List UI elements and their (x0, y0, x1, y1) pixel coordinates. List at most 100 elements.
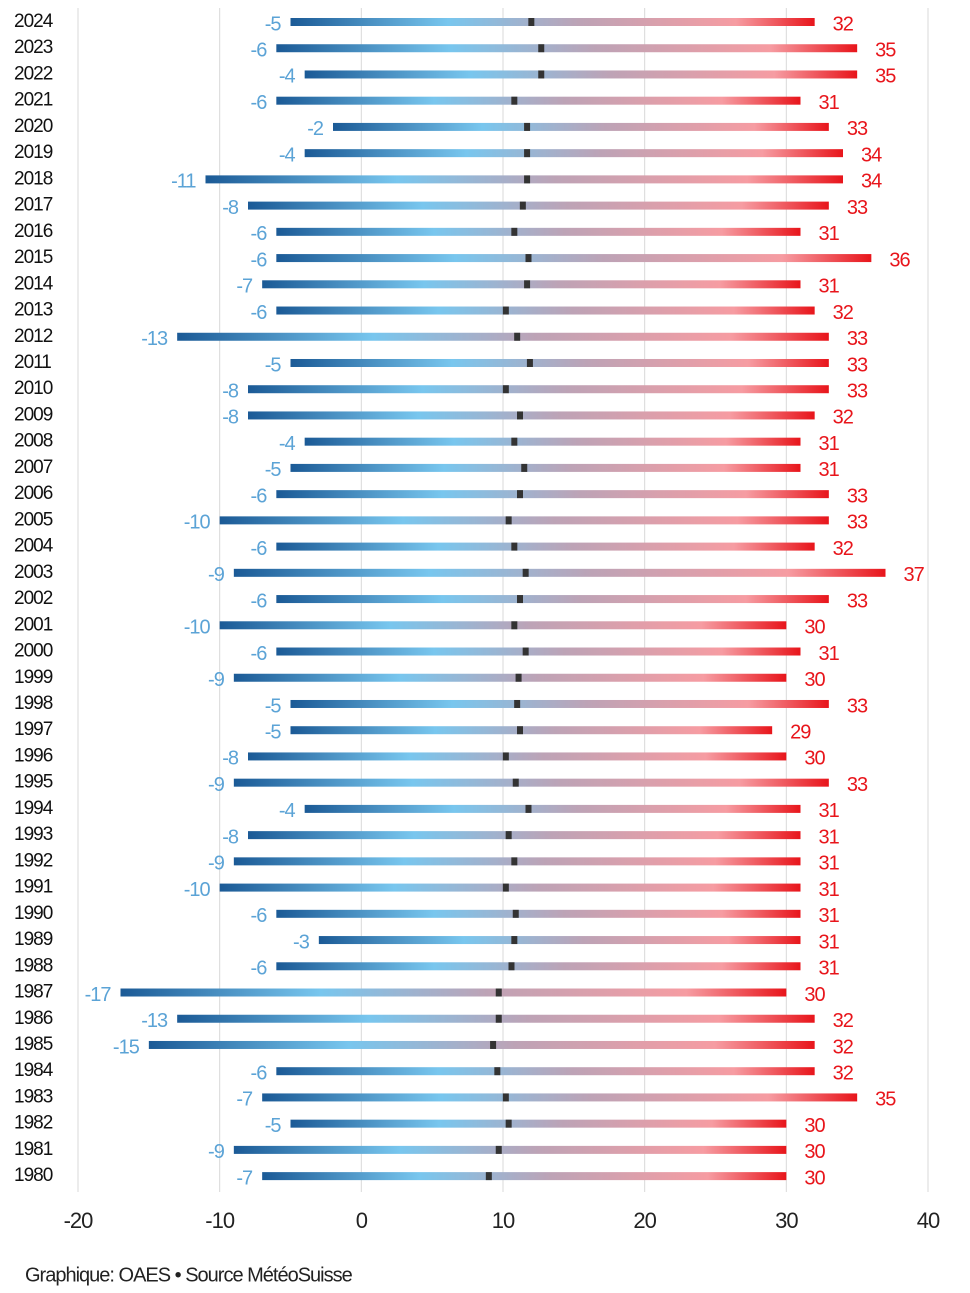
range-bar (290, 463, 801, 472)
mean-marker (511, 542, 518, 551)
low-label: -5 (265, 1115, 282, 1137)
mean-marker (517, 490, 523, 499)
y-tick-label: 2019 (14, 142, 53, 163)
low-label: -9 (208, 853, 225, 875)
low-label: -6 (251, 643, 268, 665)
low-label: -5 (265, 459, 282, 481)
y-tick-label: 2014 (14, 273, 54, 294)
high-label: 32 (833, 302, 854, 324)
mean-marker (508, 962, 515, 971)
x-tick-label: 40 (917, 1208, 940, 1233)
y-tick-label: 1989 (14, 929, 53, 950)
range-bar (333, 122, 829, 131)
high-label: 31 (819, 879, 840, 901)
range-bar (276, 227, 801, 236)
mean-marker (494, 1067, 501, 1076)
high-label: 33 (847, 381, 868, 403)
range-bar (248, 411, 815, 420)
high-label: 30 (804, 1141, 825, 1163)
mean-marker (519, 201, 526, 210)
y-tick-label: 2001 (14, 614, 53, 635)
high-label: 33 (847, 512, 868, 534)
low-label: -6 (251, 958, 268, 980)
range-bar (219, 516, 829, 525)
mean-marker (538, 70, 545, 79)
mean-marker (525, 804, 532, 813)
y-tick-label: 1992 (14, 850, 53, 871)
range-bar (290, 699, 829, 708)
high-label: 35 (875, 66, 896, 88)
y-tick-label: 2020 (14, 116, 53, 137)
low-label: -3 (293, 931, 310, 953)
low-label: -10 (184, 879, 211, 901)
range-bar (276, 1067, 815, 1076)
mean-marker (524, 175, 531, 184)
low-label: -6 (251, 538, 268, 560)
mean-marker (511, 437, 518, 446)
mean-marker (522, 647, 529, 656)
low-label: -9 (208, 774, 225, 796)
low-label: -6 (251, 249, 268, 271)
high-label: 33 (847, 774, 868, 796)
range-bar (148, 1040, 815, 1049)
high-label: 29 (790, 721, 811, 743)
mean-marker (528, 18, 535, 26)
high-label: 31 (819, 92, 840, 114)
high-label: 31 (819, 931, 840, 953)
low-label: -4 (279, 800, 296, 822)
range-bar (276, 490, 829, 499)
low-label: -6 (251, 905, 268, 927)
y-tick-label: 1993 (14, 824, 53, 845)
y-tick-label: 2021 (14, 90, 53, 111)
high-label: 33 (847, 695, 868, 717)
y-tick-label: 2013 (14, 300, 53, 321)
x-tick-label: 10 (492, 1208, 515, 1233)
high-label: 32 (833, 538, 854, 560)
x-tick-label: -20 (64, 1208, 94, 1233)
high-label: 31 (819, 223, 840, 245)
high-label: 33 (847, 590, 868, 612)
y-tick-label: 2008 (14, 431, 53, 452)
high-label: 34 (861, 171, 882, 193)
mean-marker (495, 988, 502, 997)
high-label: 31 (819, 800, 840, 822)
range-bar (177, 332, 829, 341)
mean-marker (502, 385, 509, 394)
range-bar (318, 936, 801, 945)
mean-marker (524, 149, 531, 158)
high-label: 32 (833, 1036, 854, 1058)
mean-marker (502, 1093, 509, 1102)
low-label: -6 (251, 92, 268, 114)
mean-marker (495, 1145, 502, 1154)
range-bar (248, 385, 829, 394)
range-bar (248, 831, 801, 840)
y-tick-label: 1987 (14, 982, 53, 1003)
range-bar (219, 883, 801, 892)
low-label: -13 (141, 1010, 168, 1032)
range-bar (233, 1145, 787, 1154)
mean-marker (485, 1172, 492, 1181)
y-tick-label: 1980 (14, 1165, 53, 1186)
mean-marker (517, 726, 523, 735)
y-tick-label: 1983 (14, 1086, 53, 1107)
mean-marker (502, 883, 509, 892)
y-tick-label: 2009 (14, 404, 53, 425)
range-bar (233, 673, 787, 682)
y-tick-label: 2016 (14, 221, 53, 242)
y-tick-label: 1997 (14, 719, 53, 740)
mean-marker (538, 44, 545, 53)
range-bar (290, 1119, 787, 1128)
high-label: 32 (833, 1010, 854, 1032)
mean-marker (517, 595, 523, 604)
low-label: -6 (251, 590, 268, 612)
y-tick-label: 2002 (14, 588, 53, 609)
y-tick-label: 2004 (14, 536, 54, 557)
y-tick-label: 1998 (14, 693, 53, 714)
high-label: 33 (847, 197, 868, 219)
mean-marker (514, 699, 521, 708)
mean-marker (522, 568, 529, 577)
high-label: 33 (847, 354, 868, 376)
range-bar (276, 254, 872, 263)
high-label: 34 (861, 144, 882, 166)
mean-marker (526, 358, 533, 367)
